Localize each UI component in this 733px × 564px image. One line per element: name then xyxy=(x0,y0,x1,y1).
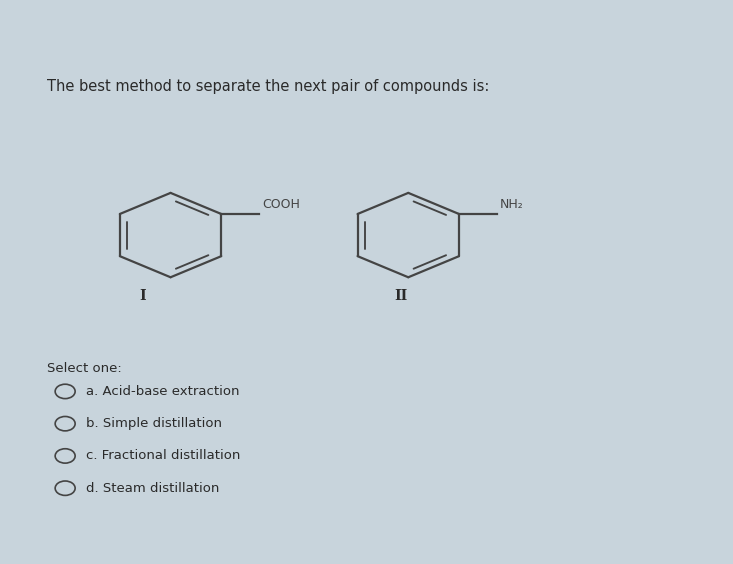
Text: a. Acid-base extraction: a. Acid-base extraction xyxy=(86,385,239,398)
Text: NH₂: NH₂ xyxy=(500,199,523,212)
Text: I: I xyxy=(140,289,147,303)
Text: II: II xyxy=(395,289,408,303)
Text: c. Fractional distillation: c. Fractional distillation xyxy=(86,450,240,462)
Text: Select one:: Select one: xyxy=(47,362,121,374)
Text: d. Steam distillation: d. Steam distillation xyxy=(86,482,219,495)
Text: COOH: COOH xyxy=(262,199,300,212)
Text: The best method to separate the next pair of compounds is:: The best method to separate the next pai… xyxy=(47,79,489,94)
Text: b. Simple distillation: b. Simple distillation xyxy=(86,417,222,430)
